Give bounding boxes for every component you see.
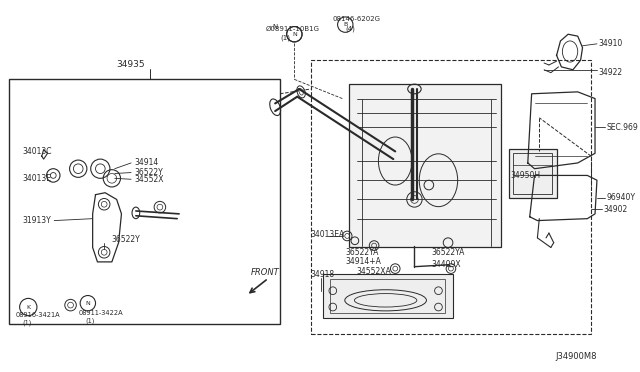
Text: 34902: 34902 [604, 205, 628, 214]
Text: K: K [26, 305, 30, 310]
Bar [349, 84, 501, 247]
Text: 34013E: 34013E [22, 174, 52, 183]
Bar [509, 150, 557, 198]
Text: (1): (1) [280, 35, 290, 41]
Text: 08911-3422A: 08911-3422A [78, 310, 123, 316]
Text: 36522YA: 36522YA [345, 248, 379, 257]
Bar [323, 275, 453, 318]
Text: (1): (1) [22, 319, 32, 326]
Text: SEC.969: SEC.969 [607, 123, 638, 132]
Text: 36522YA: 36522YA [432, 248, 465, 257]
Text: 34552XA: 34552XA [357, 267, 392, 276]
Text: 34922: 34922 [599, 68, 623, 77]
Text: 34013C: 34013C [22, 147, 52, 156]
Bar [513, 153, 552, 194]
Text: (4): (4) [345, 25, 355, 32]
Text: Ø08911-10B1G: Ø08911-10B1G [266, 25, 319, 32]
Text: 34552X: 34552X [134, 175, 163, 184]
Text: N: N [86, 301, 90, 306]
Bar [330, 279, 445, 313]
Text: 31913Y: 31913Y [22, 216, 51, 225]
Text: 34950H: 34950H [511, 171, 541, 180]
Text: 36522Y: 36522Y [112, 235, 141, 244]
Text: 34918: 34918 [310, 270, 335, 279]
Text: N: N [292, 32, 297, 37]
Bar [9, 79, 280, 324]
Text: 34914+A: 34914+A [345, 257, 381, 266]
Bar [310, 60, 591, 334]
Text: 36522Y: 36522Y [134, 168, 163, 177]
Text: 34013EA: 34013EA [310, 230, 345, 238]
Text: 96940Y: 96940Y [607, 193, 636, 202]
Text: 08916-3421A: 08916-3421A [16, 312, 60, 318]
Text: J34900M8: J34900M8 [556, 353, 597, 362]
Text: (1): (1) [85, 317, 94, 324]
Text: 34409X: 34409X [432, 260, 461, 269]
Text: N: N [273, 23, 278, 29]
Text: FRONT: FRONT [251, 268, 280, 277]
Text: 34910: 34910 [599, 39, 623, 48]
Text: 34914: 34914 [134, 158, 158, 167]
Text: B: B [343, 22, 348, 27]
Text: 08146-6202G: 08146-6202G [333, 16, 381, 22]
Text: 34935: 34935 [116, 61, 145, 70]
